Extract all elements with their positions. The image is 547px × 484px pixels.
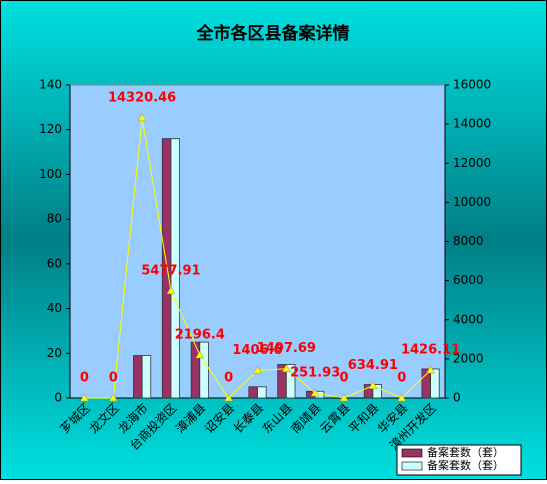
bar <box>430 368 440 399</box>
line-marker <box>426 365 436 374</box>
chart-title: 全市各区县备案详情 <box>196 23 350 44</box>
line-marker <box>397 393 407 402</box>
y2-tick-label: 2000 <box>453 351 484 365</box>
data-label: 634.91 <box>348 358 398 373</box>
y2-tick-label: 12000 <box>453 156 491 170</box>
y-tick-label: 80 <box>47 212 62 226</box>
y2-tick-label: 10000 <box>453 195 491 209</box>
data-label: 0 <box>80 371 89 386</box>
y2-tick-label: 14000 <box>453 117 491 131</box>
bar <box>141 355 152 399</box>
bar <box>190 341 201 399</box>
y-tick-label: 20 <box>47 346 62 360</box>
data-label: 0 <box>109 371 118 386</box>
data-label: 0 <box>340 371 349 386</box>
plot-area <box>69 84 446 399</box>
data-label: 5477.91 <box>141 263 200 278</box>
legend-swatch <box>401 448 423 458</box>
y-tick-label: 60 <box>47 256 62 270</box>
line-marker <box>368 381 378 389</box>
bar <box>257 386 267 399</box>
line-marker <box>166 286 176 295</box>
legend-label: 备案套数（套） <box>427 445 504 459</box>
y2-tick-label: 8000 <box>453 234 484 248</box>
data-label: 1497.69 <box>257 341 316 356</box>
bar <box>199 341 209 399</box>
line-marker <box>281 364 291 372</box>
line-marker <box>108 393 118 402</box>
data-label: 2196.4 <box>175 328 225 343</box>
bar <box>372 384 382 399</box>
y-tick-label: 100 <box>39 167 62 181</box>
line-marker <box>253 365 262 374</box>
data-label: 14320.46 <box>108 90 176 105</box>
bar <box>170 138 181 399</box>
legend-swatch <box>401 461 423 471</box>
line-marker <box>339 393 349 402</box>
y-tick-label: 120 <box>39 122 62 136</box>
bar <box>133 355 143 399</box>
line-marker <box>195 350 205 359</box>
data-label: 1426.11 <box>401 343 460 358</box>
bar <box>285 364 296 399</box>
data-label: 1406.6 <box>232 343 282 358</box>
y2-tick-label: 16000 <box>453 78 491 92</box>
line-marker <box>79 393 89 402</box>
y2-tick-label: 6000 <box>453 273 484 287</box>
legend-label: 备案套数（套） <box>427 458 504 472</box>
line-marker <box>137 113 147 122</box>
data-label: 0 <box>397 371 406 386</box>
data-label: 0 <box>224 371 233 386</box>
y2-tick-label: 0 <box>453 391 461 405</box>
data-label: 251.93 <box>290 366 340 381</box>
y2-tick-label: 4000 <box>453 312 484 326</box>
y-tick-label: 140 <box>39 78 62 92</box>
line-marker <box>310 388 320 397</box>
bar <box>248 386 258 399</box>
y-tick-label: 40 <box>47 301 62 315</box>
y-tick-label: 0 <box>54 391 62 405</box>
line-marker <box>224 393 234 402</box>
